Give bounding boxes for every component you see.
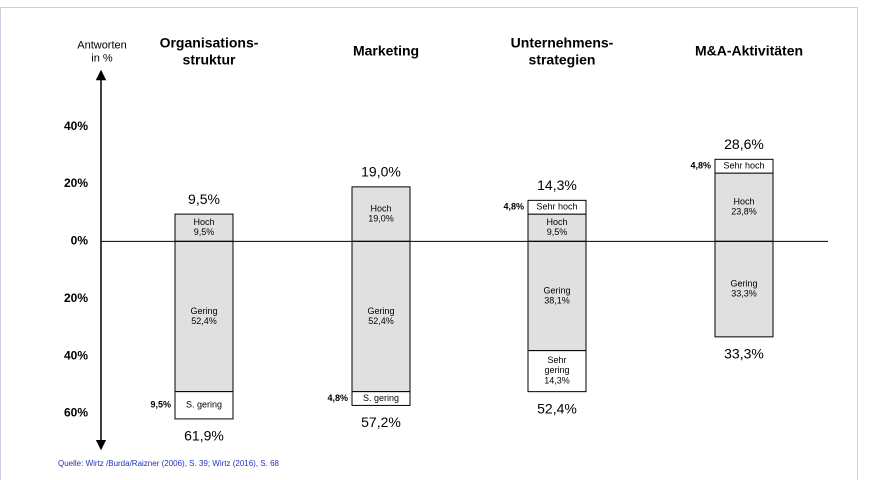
segment-value-label: 19,0% (368, 213, 394, 223)
segment-label: S. gering (363, 393, 399, 403)
y-tick-label: 60% (64, 406, 88, 420)
segment-value-label: 9,5% (150, 400, 171, 410)
category-label: Marketing (353, 43, 419, 59)
segment-label: Gering (190, 306, 217, 316)
segment-label: Sehr hoch (723, 161, 764, 171)
bar-segment (351, 186, 411, 242)
bar-segment (174, 213, 234, 242)
segment-label: Gering (543, 285, 570, 295)
bar-segment (527, 350, 587, 393)
segment-value-label: 14,3% (544, 376, 570, 386)
segment-value-label: 38,1% (544, 295, 570, 305)
frame (0, 7, 858, 480)
segment-label: Hoch (733, 197, 754, 207)
segment-value-label: 9,5% (194, 227, 215, 237)
bar-segment (714, 240, 774, 338)
segment-label: Gering (367, 306, 394, 316)
top-total-label: 9,5% (188, 191, 220, 207)
bottom-total-label: 57,2% (361, 414, 401, 430)
segment-value-label: 4,8% (690, 161, 711, 171)
segment-value-label: 23,8% (731, 207, 757, 217)
segment-label: S. gering (186, 400, 222, 410)
category-label: Unternehmens-strategien (511, 34, 614, 67)
segment-label: Hoch (370, 203, 391, 213)
category-label: Organisations-struktur (160, 34, 259, 67)
segment-value-label: 52,4% (191, 316, 217, 326)
segment-value-label: 9,5% (547, 227, 568, 237)
segment-value-label: 52,4% (368, 316, 394, 326)
y-tick-label: 0% (71, 234, 89, 248)
bar-segment (174, 391, 234, 420)
y-tick-label: 20% (64, 291, 88, 305)
top-total-label: 19,0% (361, 164, 401, 180)
bottom-total-label: 61,9% (184, 428, 224, 444)
segment-label: Hoch (193, 217, 214, 227)
segment-value-label: 33,3% (731, 288, 757, 298)
y-tick-label: 20% (64, 176, 88, 190)
bar-segment (527, 199, 587, 215)
bottom-total-label: 33,3% (724, 346, 764, 362)
y-tick-label: 40% (64, 348, 88, 362)
segment-value-label: 4,8% (503, 202, 524, 212)
category-label: M&A-Aktivitäten (695, 43, 803, 59)
segment-label: Sehr hoch (536, 202, 577, 212)
y-axis-label: Antworten in % (77, 39, 127, 64)
segment-value-label: 4,8% (327, 393, 348, 403)
segment-label: Sehr gering (544, 356, 569, 376)
top-total-label: 28,6% (724, 136, 764, 152)
segment-label: Hoch (546, 217, 567, 227)
segment-label: Gering (730, 278, 757, 288)
bar-segment (351, 240, 411, 393)
top-total-label: 14,3% (537, 177, 577, 193)
source-note: Quelle: Wirtz /Burda/Raizner (2006), S. … (58, 459, 280, 468)
y-tick-label: 40% (64, 119, 88, 133)
bar-segment (714, 158, 774, 174)
bar-segment (351, 391, 411, 406)
bottom-total-label: 52,4% (537, 400, 577, 416)
